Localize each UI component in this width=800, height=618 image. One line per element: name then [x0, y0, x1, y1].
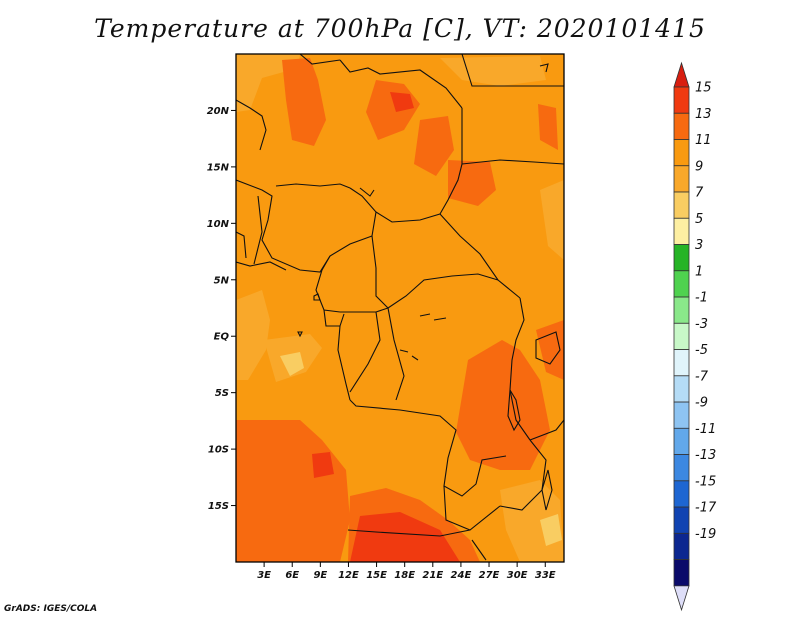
field-patch-light — [540, 514, 562, 546]
colorbar-level-label: -1 — [695, 291, 708, 306]
lon-tick-label: 27E — [479, 570, 500, 581]
colorbar-level-label: -7 — [695, 369, 709, 384]
field-patch-warm — [414, 116, 454, 176]
field-patch-light — [280, 352, 304, 376]
colorbar-level-label: -13 — [695, 448, 716, 463]
colorbar-swatch — [673, 349, 690, 377]
lon-tick-label: 24E — [451, 570, 472, 581]
colorbar: 15 13 11 9 7 5 3 1 -1 -3 -5 -7 -9 -11 -13 -15 -17 -19 — [673, 61, 717, 612]
colorbar-level-label: -5 — [695, 343, 708, 358]
colorbar-swatch — [673, 480, 690, 508]
colorbar-swatch — [673, 454, 690, 482]
field-patch-light — [540, 180, 564, 260]
colorbar-swatch — [673, 401, 690, 429]
colorbar-level-label: 11 — [695, 133, 712, 148]
colorbar-level-label: -3 — [695, 317, 708, 332]
colorbar-level-label: 3 — [695, 238, 703, 253]
colorbar-swatch — [673, 322, 690, 350]
colorbar-swatch — [673, 270, 690, 298]
lat-tick-label: 10N — [207, 219, 230, 230]
colorbar-swatch — [673, 217, 690, 245]
colorbar-swatch — [673, 112, 690, 140]
lat-tick-label: 5S — [215, 388, 229, 399]
lon-tick-label: 30E — [507, 570, 528, 581]
temperature-field — [236, 54, 564, 562]
colorbar-swatch — [673, 191, 690, 219]
lon-tick-label: 18E — [394, 570, 415, 581]
colorbar-level-label: -19 — [695, 527, 716, 542]
colorbar-swatch — [673, 86, 690, 114]
colorbar-level-label: 7 — [695, 186, 704, 201]
lat-tick-label: 10S — [208, 445, 229, 456]
colorbar-level-label: -17 — [695, 501, 717, 516]
field-patch-hot — [390, 92, 414, 112]
political-borders — [236, 54, 564, 561]
lat-tick-label: 5N — [214, 275, 230, 286]
colorbar-level-label: 1 — [695, 264, 703, 279]
latitude-axis: 20N 15N 10N 5N EQ 5S 10S 15S — [207, 106, 236, 512]
colorbar-swatch — [673, 532, 690, 560]
field-patch-warm — [538, 104, 558, 150]
map-frame — [235, 53, 565, 563]
lat-tick-label: 20N — [207, 106, 230, 117]
lon-tick-label: 9E — [313, 570, 327, 581]
lon-tick-label: 15E — [366, 570, 387, 581]
lon-tick-label: 3E — [257, 570, 271, 581]
lon-tick-label: 21E — [422, 570, 443, 581]
chart-title: Temperature at 700hPa [C], VT: 202010141… — [94, 14, 706, 43]
colorbar-swatch — [673, 139, 690, 167]
colorbar-level-label: 15 — [695, 81, 712, 96]
field-patch-warm — [282, 58, 326, 146]
colorbar-swatch — [673, 165, 690, 193]
field-patch-light — [440, 56, 546, 86]
colorbar-swatch — [673, 506, 690, 534]
colorbar-level-label: -9 — [695, 396, 708, 411]
field-patch-light — [236, 290, 270, 380]
longitude-axis: 3E 6E 9E 12E 15E 18E 21E 24E 27E 30E 33E — [257, 562, 556, 581]
colorbar-swatch — [673, 559, 690, 587]
colorbar-level-label: 9 — [695, 159, 703, 174]
field-patch-warm — [456, 340, 550, 470]
colorbar-max-arrow — [673, 61, 690, 88]
colorbar-level-label: -15 — [695, 474, 716, 489]
colorbar-swatch — [673, 296, 690, 324]
lat-tick-label: 15N — [207, 162, 230, 173]
field-patch-hot — [312, 452, 334, 478]
colorbar-level-label: 5 — [695, 212, 703, 227]
colorbar-level-label: 13 — [695, 107, 712, 122]
field-patch-hot — [350, 512, 460, 562]
lat-tick-label: EQ — [214, 332, 230, 343]
lat-tick-label: 15S — [208, 501, 229, 512]
colorbar-level-label: -11 — [695, 422, 716, 437]
grads-credit: GrADS: IGES/COLA — [4, 604, 98, 614]
colorbar-min-arrow — [673, 585, 690, 612]
lon-tick-label: 6E — [285, 570, 299, 581]
lon-tick-label: 12E — [338, 570, 359, 581]
lon-tick-label: 33E — [535, 570, 556, 581]
colorbar-swatch — [673, 244, 690, 272]
colorbar-swatch — [673, 375, 690, 403]
colorbar-swatch — [673, 427, 690, 455]
